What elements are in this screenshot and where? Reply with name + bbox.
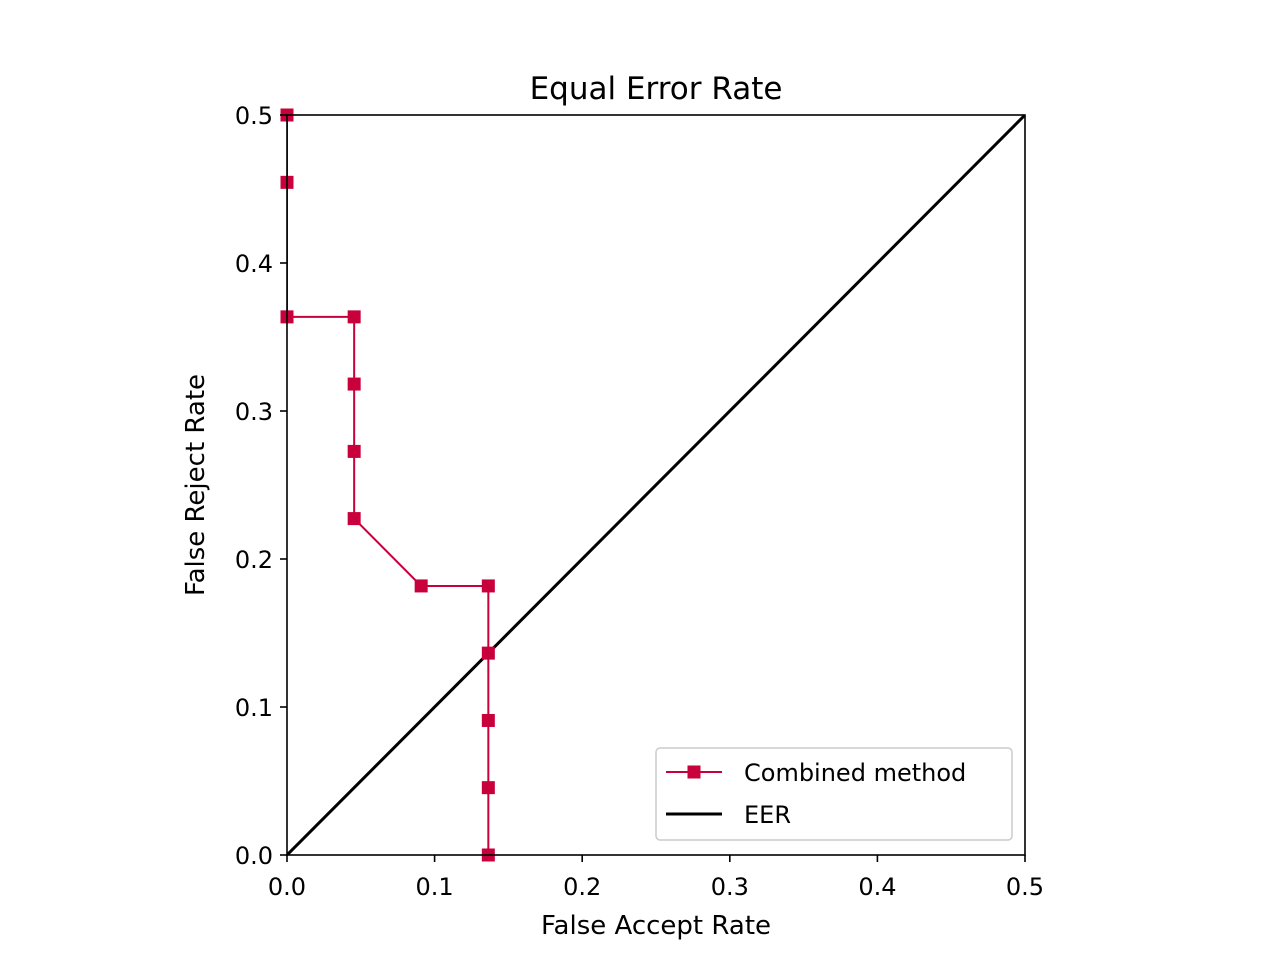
x-axis-label: False Accept Rate	[541, 911, 771, 941]
y-tick-label: 0.3	[235, 398, 273, 426]
data-point-combined-method	[347, 512, 361, 526]
series-line-eer	[287, 115, 1025, 855]
data-point-combined-method	[347, 444, 361, 458]
y-tick-label: 0.2	[235, 546, 273, 574]
data-point-combined-method	[414, 579, 428, 593]
y-tick-label: 0.0	[235, 842, 273, 870]
legend-box	[655, 747, 1013, 841]
y-tick-label: 0.5	[235, 102, 273, 130]
legend-label-combined-method: Combined method	[744, 759, 966, 787]
axes-frame	[286, 114, 1026, 856]
y-axis-label: False Reject Rate	[181, 374, 211, 596]
legend-marker-combined-method	[687, 765, 701, 779]
legend: Combined method EER	[655, 747, 1013, 841]
data-point-combined-method	[481, 781, 495, 795]
x-tick-label: 0.1	[416, 873, 454, 901]
y-tick-label: 0.4	[235, 250, 273, 278]
legend-label-eer: EER	[744, 801, 791, 829]
x-tick-label: 0.3	[711, 873, 749, 901]
data-point-combined-method	[481, 579, 495, 593]
chart-title: Equal Error Rate	[530, 71, 783, 107]
x-tick-label: 0.4	[858, 873, 896, 901]
y-tick-label: 0.1	[235, 694, 273, 722]
data-point-combined-method	[347, 377, 361, 391]
data-point-combined-method	[481, 646, 495, 660]
data-point-combined-method	[481, 713, 495, 727]
plot-area: 0.0 0.1 0.2 0.3 0.4 0.5 0.0 0.1 0.2 0.3 0.4 0.5	[235, 102, 1044, 901]
data-point-combined-method	[347, 310, 361, 324]
x-tick-label: 0.5	[1006, 873, 1044, 901]
x-tick-label: 0.0	[268, 873, 306, 901]
x-tick-label: 0.2	[563, 873, 601, 901]
